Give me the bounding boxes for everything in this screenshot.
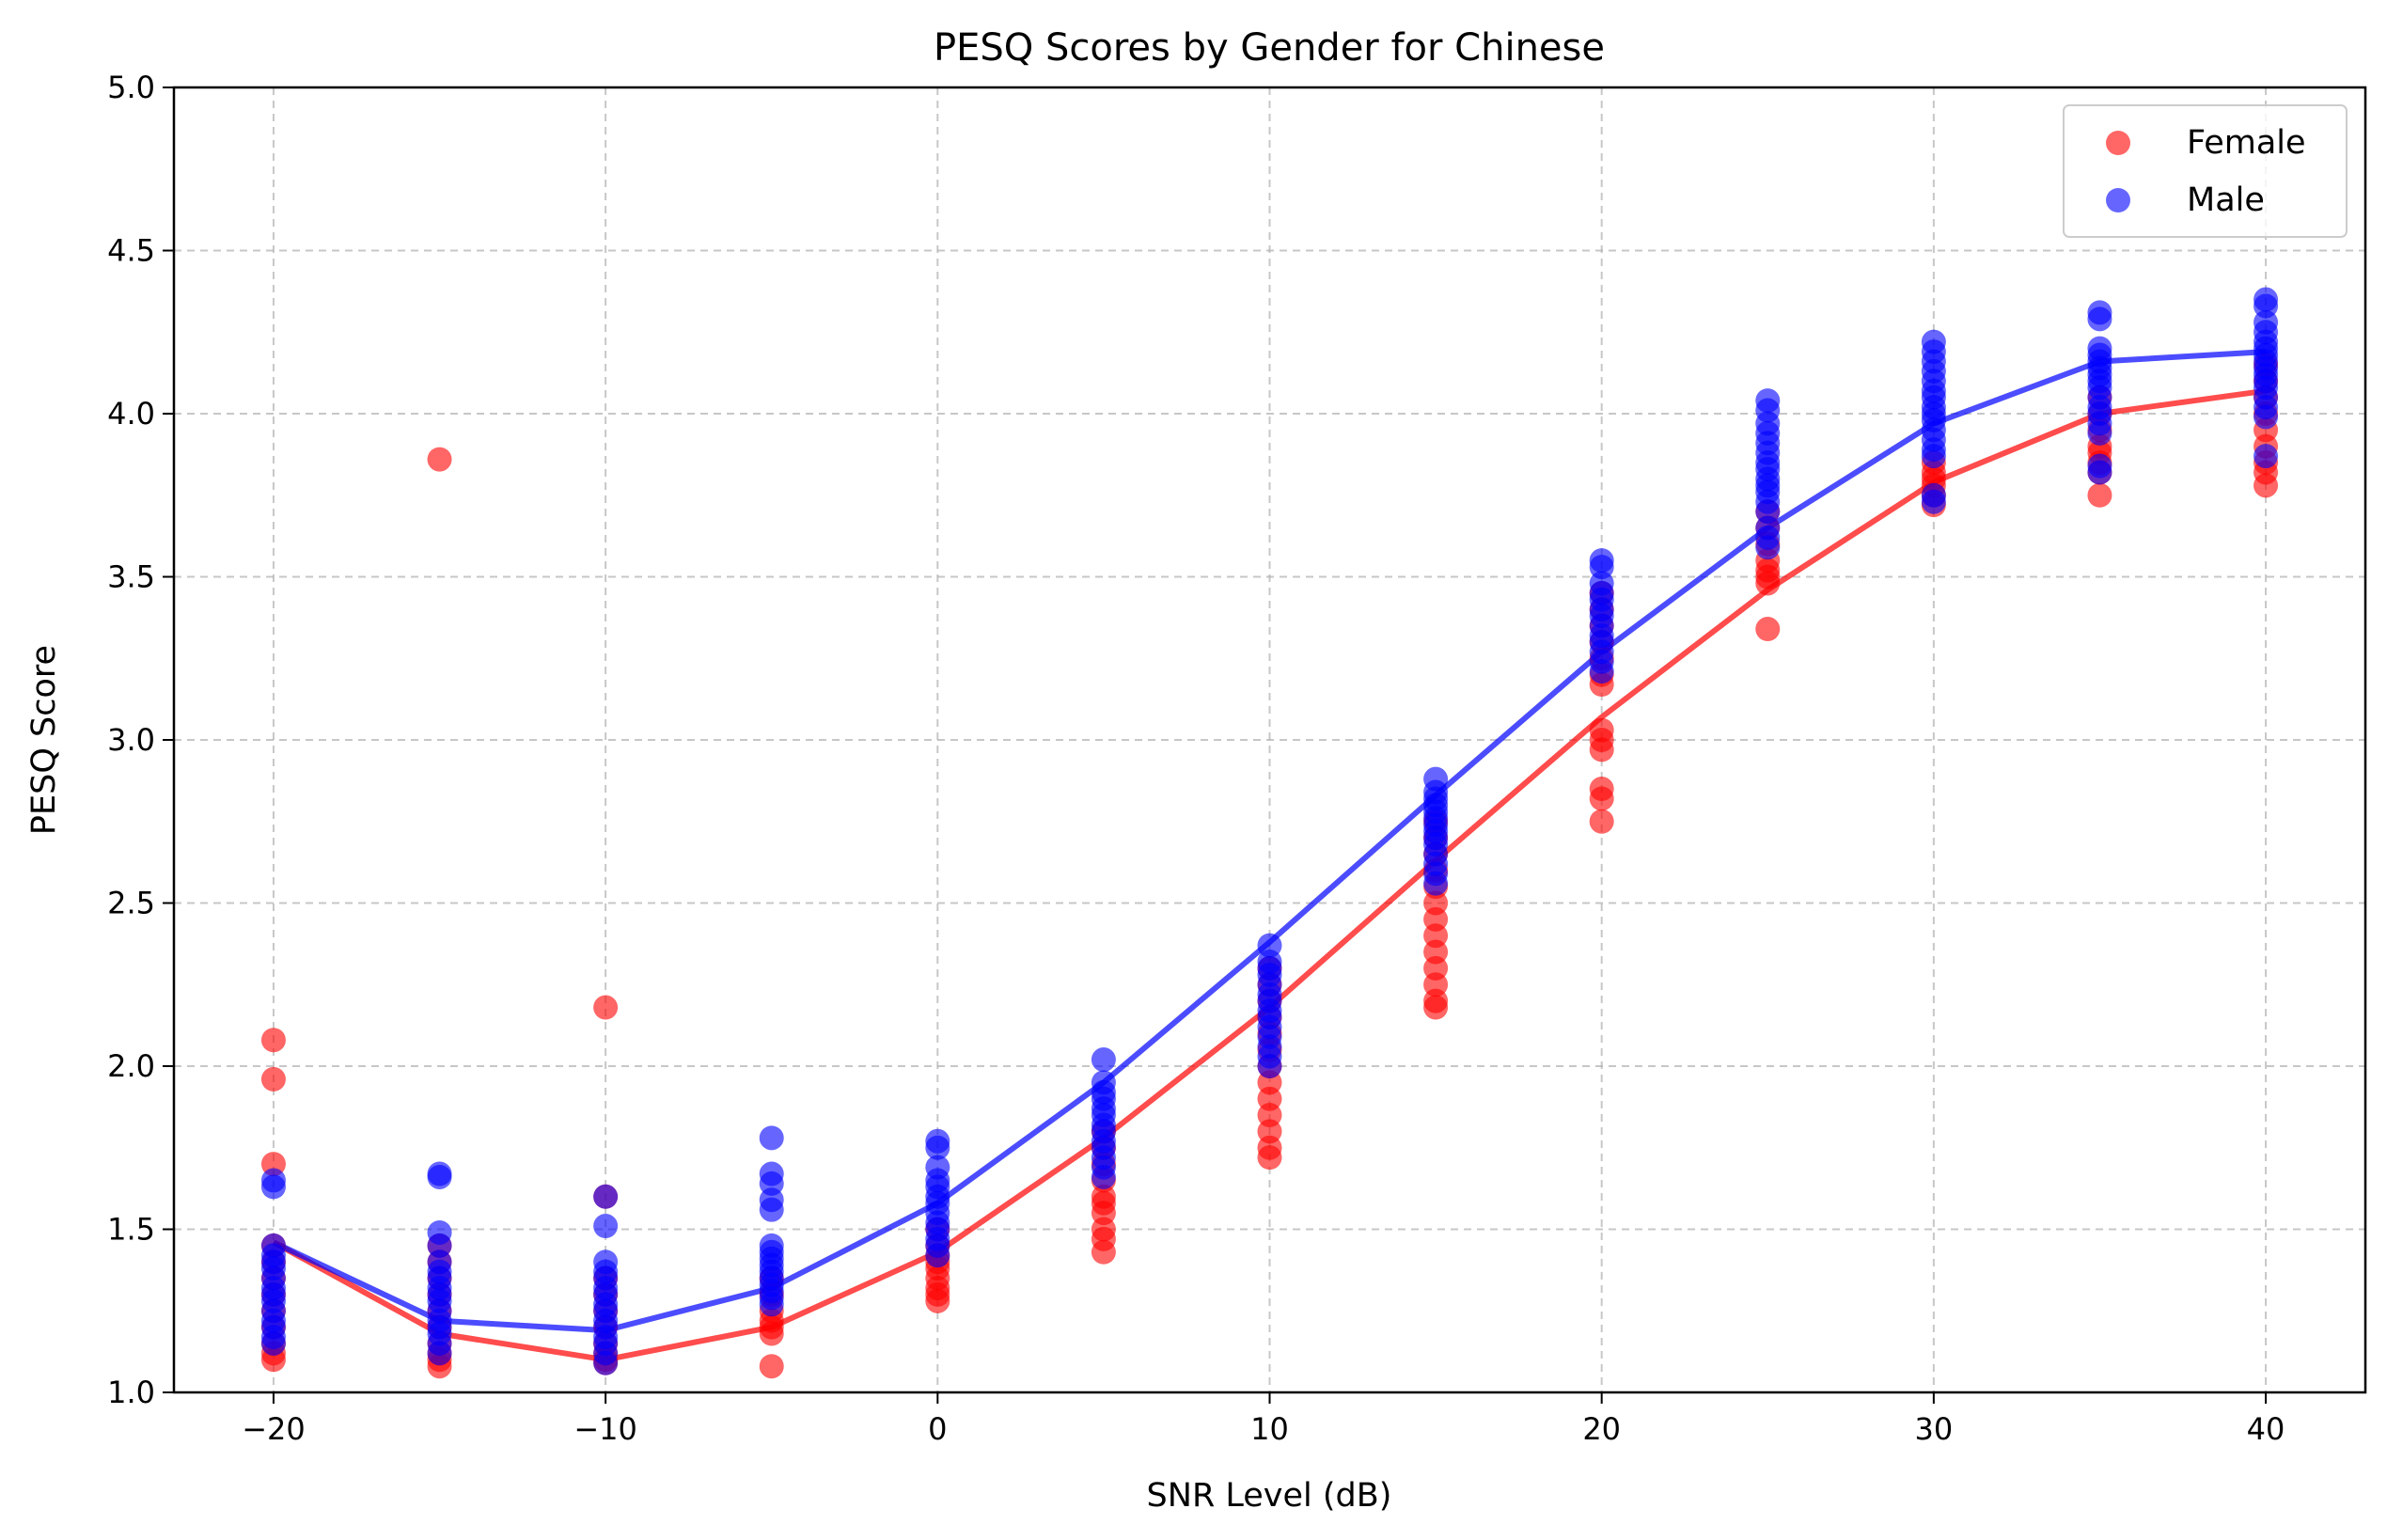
y-axis-ticks: 1.0 1.5 2.0 2.5 3.0 3.5 4.0 4.5 5.0	[107, 70, 174, 1410]
point-male	[427, 1164, 452, 1189]
point-male	[925, 1135, 950, 1160]
point-female	[2254, 473, 2279, 498]
point-male	[759, 1197, 784, 1222]
point-male	[1257, 1054, 1282, 1078]
point-male	[593, 1350, 619, 1375]
point-male	[2087, 460, 2112, 485]
point-male	[2254, 404, 2279, 430]
y-tick-label: 4.0	[107, 396, 155, 432]
x-axis-ticks: −20 −10 0 10 20 30 40	[242, 1392, 2285, 1447]
x-tick-label: 0	[928, 1411, 947, 1447]
point-male	[1589, 659, 1614, 684]
point-female	[1755, 571, 1781, 596]
point-female	[1589, 737, 1614, 762]
legend-label-male: Male	[2187, 181, 2265, 219]
point-male	[759, 1125, 784, 1151]
point-female	[1589, 809, 1614, 834]
x-tick-label: −10	[573, 1411, 637, 1447]
point-male	[1091, 1164, 1116, 1189]
y-tick-label: 2.5	[107, 886, 155, 921]
point-male	[427, 1341, 452, 1366]
chart-title: PESQ Scores by Gender for Chinese	[934, 26, 1605, 70]
point-female	[759, 1354, 784, 1379]
point-male	[2254, 444, 2279, 469]
legend-box	[2063, 104, 2348, 238]
legend-label-female: Female	[2187, 124, 2306, 162]
point-male	[759, 1292, 784, 1317]
point-female	[1257, 1145, 1282, 1171]
point-female	[1755, 617, 1781, 642]
point-male	[1755, 535, 1781, 560]
legend: Female Male	[2063, 104, 2348, 238]
point-female	[260, 1028, 286, 1053]
point-female	[759, 1321, 784, 1346]
point-male	[593, 1214, 619, 1239]
point-female	[593, 995, 619, 1020]
x-tick-label: −20	[242, 1411, 306, 1447]
point-female	[1589, 786, 1614, 811]
point-male	[1921, 489, 1946, 514]
point-female	[2087, 482, 2112, 508]
y-tick-label: 2.0	[107, 1048, 155, 1084]
point-male	[260, 1330, 286, 1356]
data-points	[260, 287, 2279, 1379]
point-male	[260, 1174, 286, 1200]
point-male	[1921, 444, 1946, 469]
point-female	[1423, 995, 1449, 1020]
point-male	[1091, 1047, 1116, 1073]
point-male	[1423, 871, 1449, 896]
point-male	[593, 1184, 619, 1209]
y-tick-label: 3.5	[107, 559, 155, 595]
point-female	[427, 447, 452, 472]
x-tick-label: 10	[1250, 1411, 1289, 1447]
point-male	[925, 1243, 950, 1268]
point-female	[1091, 1239, 1116, 1265]
x-tick-label: 20	[1582, 1411, 1621, 1447]
point-male	[2087, 420, 2112, 446]
y-tick-label: 4.5	[107, 233, 155, 269]
y-axis-label: PESQ Score	[25, 645, 63, 835]
point-male	[2087, 306, 2112, 332]
point-female	[260, 1066, 286, 1092]
x-tick-label: 30	[1915, 1411, 1954, 1447]
y-tick-label: 3.0	[107, 722, 155, 758]
x-axis-label: SNR Level (dB)	[1147, 1477, 1392, 1515]
y-tick-label: 1.0	[107, 1375, 155, 1410]
legend-marker-male	[2106, 188, 2130, 212]
x-tick-label: 40	[2247, 1411, 2285, 1447]
point-female	[925, 1288, 950, 1313]
legend-marker-female	[2106, 131, 2130, 155]
y-tick-label: 1.5	[107, 1212, 155, 1248]
y-tick-label: 5.0	[107, 70, 155, 105]
